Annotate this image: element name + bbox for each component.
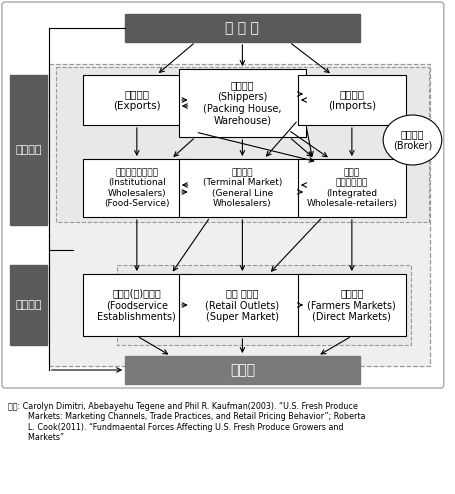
- Text: 자료: Carolyn Dimitri, Abebayehu Tegene and Phil R. Kaufman(2003). “U.S. Fresh Pro: 자료: Carolyn Dimitri, Abebayehu Tegene an…: [8, 402, 364, 442]
- Bar: [298, 75, 405, 125]
- Text: 농민시장
(Farmers Markets)
(Direct Markets): 농민시장 (Farmers Markets) (Direct Markets): [307, 288, 395, 322]
- Bar: [117, 265, 410, 345]
- Text: 출하주체
(Shippers)
(Packing House,
Warehouse): 출하주체 (Shippers) (Packing House, Warehous…: [203, 81, 281, 125]
- Text: 생 산 자: 생 산 자: [225, 21, 259, 35]
- Text: 단체급식도매업체
(Institutional
Wholesalers)
(Food-Service): 단체급식도매업체 (Institutional Wholesalers) (Fo…: [104, 168, 169, 208]
- Bar: [125, 356, 359, 384]
- Bar: [298, 159, 405, 217]
- Text: 소비자: 소비자: [229, 363, 254, 377]
- Bar: [10, 75, 47, 225]
- Bar: [178, 274, 305, 336]
- Text: 단체급(외)식업소
(Foodservice
Establishments): 단체급(외)식업소 (Foodservice Establishments): [97, 288, 176, 322]
- Ellipse shape: [382, 115, 441, 165]
- Text: 소매단계: 소매단계: [15, 300, 41, 310]
- Text: 도매시장
(Terminal Market)
(General Line
Wholesalers): 도매시장 (Terminal Market) (General Line Who…: [202, 168, 282, 208]
- Text: 수입업자
(Imports): 수입업자 (Imports): [327, 89, 375, 111]
- Text: 중개업자
(Broker): 중개업자 (Broker): [392, 129, 431, 151]
- Bar: [83, 75, 190, 125]
- Text: 수출업자
(Exports): 수출업자 (Exports): [113, 89, 160, 111]
- Bar: [83, 274, 190, 336]
- Text: 전문 소매점
(Retail Outlets)
(Super Market): 전문 소매점 (Retail Outlets) (Super Market): [205, 288, 279, 322]
- Bar: [178, 159, 305, 217]
- Bar: [178, 69, 305, 137]
- Bar: [83, 159, 190, 217]
- Bar: [125, 14, 359, 42]
- Text: 도매단계: 도매단계: [15, 145, 41, 155]
- Bar: [56, 68, 428, 222]
- Bar: [49, 64, 429, 366]
- Bar: [10, 265, 47, 345]
- Text: 도소매
종합유통업체
(Integrated
Wholesale-retailers): 도소매 종합유통업체 (Integrated Wholesale-retaile…: [306, 168, 396, 208]
- FancyBboxPatch shape: [2, 2, 443, 388]
- Bar: [298, 274, 405, 336]
